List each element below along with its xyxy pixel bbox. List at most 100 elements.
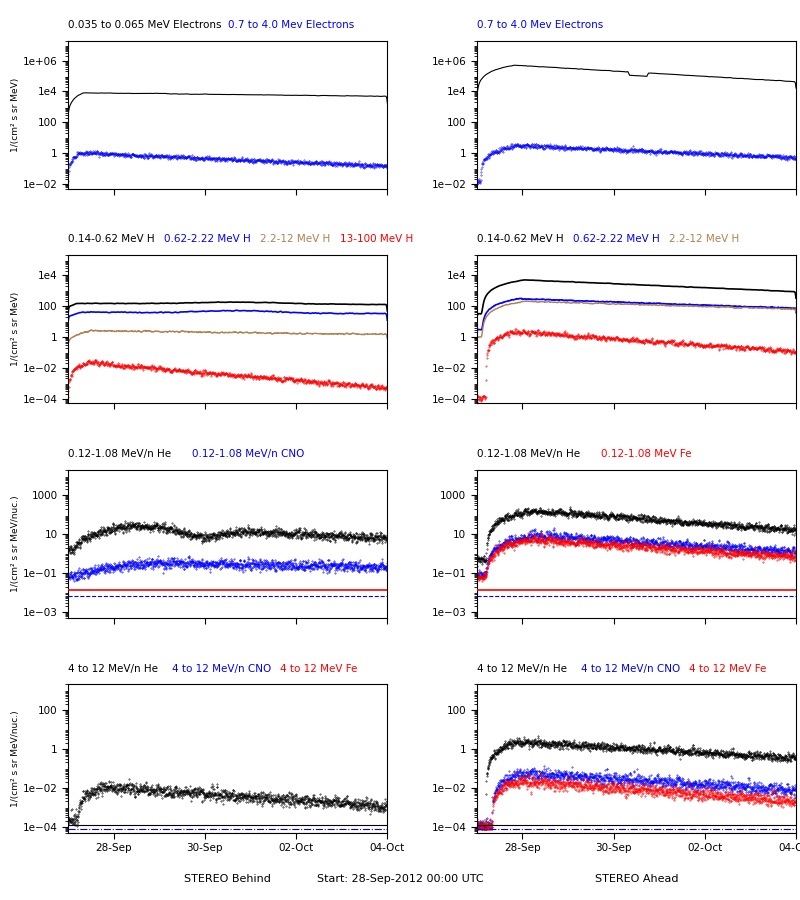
- Point: [694, 747, 707, 761]
- Point: [312, 527, 325, 542]
- Point: [526, 532, 539, 546]
- Point: [377, 802, 390, 816]
- Point: [598, 739, 610, 753]
- Point: [547, 327, 560, 341]
- Point: [243, 521, 256, 535]
- Point: [749, 784, 762, 798]
- Point: [648, 790, 661, 805]
- Point: [354, 159, 366, 174]
- Point: [599, 507, 612, 521]
- Point: [630, 778, 643, 792]
- Point: [575, 532, 588, 546]
- Point: [498, 328, 510, 342]
- Point: [375, 381, 388, 395]
- Point: [515, 739, 528, 753]
- Point: [130, 552, 143, 566]
- Point: [582, 141, 595, 156]
- Point: [210, 788, 223, 802]
- Point: [97, 522, 110, 536]
- Point: [766, 785, 779, 799]
- Point: [628, 743, 641, 758]
- Point: [241, 789, 254, 804]
- Point: [82, 353, 95, 367]
- Point: [770, 544, 783, 558]
- Point: [334, 376, 347, 391]
- Point: [538, 769, 551, 783]
- Point: [586, 770, 599, 784]
- Point: [363, 555, 376, 570]
- Point: [265, 791, 278, 806]
- Point: [754, 544, 767, 559]
- Point: [750, 519, 763, 534]
- Point: [558, 325, 570, 339]
- Point: [657, 541, 670, 555]
- Point: [769, 795, 782, 809]
- Point: [299, 155, 312, 169]
- Point: [485, 147, 498, 161]
- Point: [599, 532, 612, 546]
- Point: [499, 508, 512, 523]
- Point: [709, 543, 722, 557]
- Point: [604, 741, 617, 755]
- Point: [760, 150, 773, 165]
- Point: [530, 735, 542, 750]
- Point: [691, 540, 704, 554]
- Point: [504, 532, 517, 546]
- Point: [191, 789, 204, 804]
- Point: [155, 362, 168, 376]
- Point: [758, 541, 770, 555]
- Point: [355, 158, 368, 172]
- Point: [112, 559, 125, 573]
- Point: [157, 518, 170, 533]
- Point: [62, 390, 74, 404]
- Point: [128, 786, 141, 800]
- Point: [300, 531, 313, 545]
- Point: [718, 147, 730, 161]
- Point: [262, 559, 275, 573]
- Point: [593, 142, 606, 157]
- Point: [520, 762, 533, 777]
- Point: [647, 776, 660, 790]
- Point: [538, 503, 551, 517]
- Point: [242, 789, 254, 804]
- Point: [783, 524, 796, 538]
- Point: [763, 342, 776, 356]
- Point: [703, 745, 716, 760]
- Point: [274, 155, 287, 169]
- Point: [737, 520, 750, 535]
- Point: [694, 544, 706, 558]
- Point: [678, 336, 691, 350]
- Point: [124, 788, 137, 802]
- Point: [539, 530, 552, 544]
- Point: [66, 544, 78, 559]
- Point: [346, 529, 359, 544]
- Point: [217, 527, 230, 542]
- Point: [577, 770, 590, 785]
- Point: [614, 332, 627, 347]
- Point: [781, 788, 794, 803]
- Point: [516, 737, 529, 751]
- Point: [259, 524, 272, 538]
- Point: [741, 520, 754, 535]
- Point: [540, 524, 553, 538]
- Point: [713, 517, 726, 531]
- Point: [226, 561, 239, 575]
- Point: [539, 736, 552, 751]
- Point: [89, 782, 102, 796]
- Point: [559, 741, 572, 755]
- Point: [629, 539, 642, 554]
- Point: [539, 327, 552, 341]
- Point: [675, 785, 688, 799]
- Point: [731, 521, 744, 535]
- Point: [754, 150, 766, 165]
- Point: [292, 794, 305, 808]
- Point: [666, 778, 679, 792]
- Point: [115, 559, 128, 573]
- Point: [719, 541, 732, 555]
- Point: [555, 530, 568, 544]
- Point: [342, 155, 355, 169]
- Point: [491, 331, 504, 346]
- Point: [590, 772, 603, 787]
- Point: [270, 529, 282, 544]
- Point: [673, 539, 686, 554]
